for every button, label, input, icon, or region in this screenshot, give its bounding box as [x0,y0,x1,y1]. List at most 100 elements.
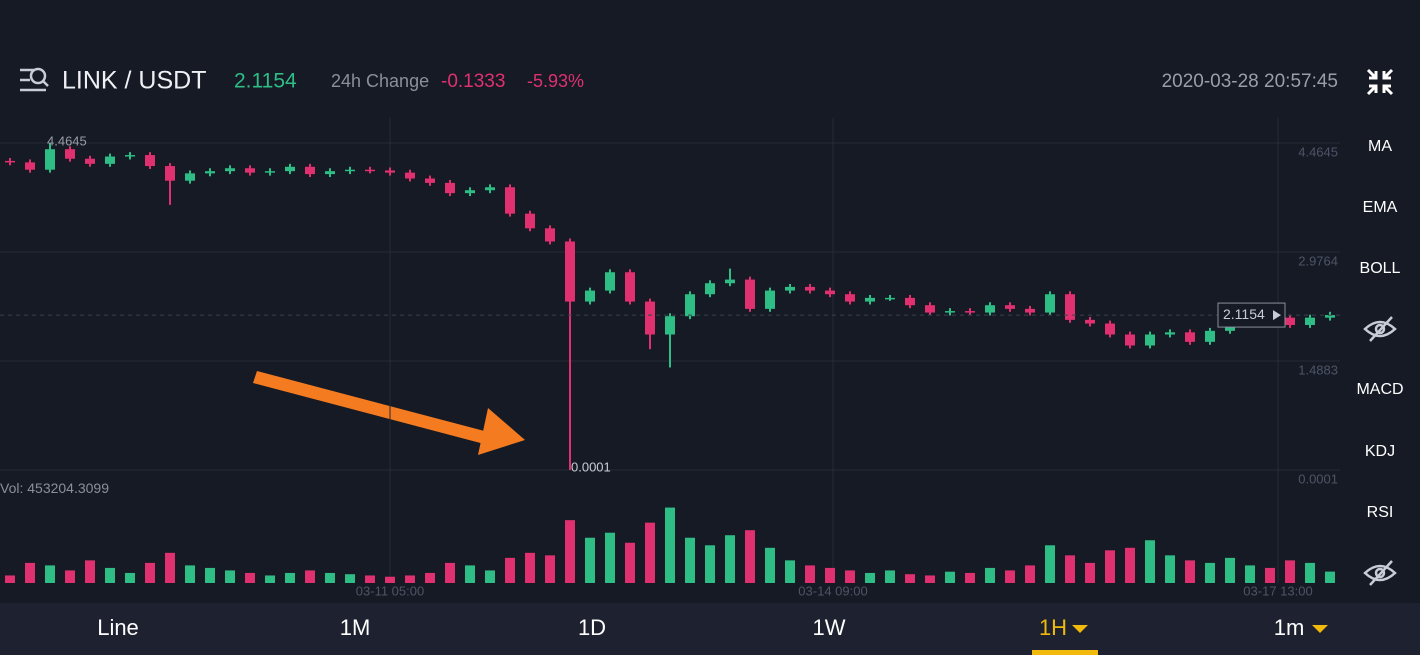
candle-body [545,228,555,242]
volume-bar [1305,562,1315,583]
volume-bar [205,567,215,583]
indicator-button[interactable]: MACD [1356,381,1403,398]
volume-bar [745,530,755,583]
candle-body [1005,305,1015,309]
interval-tab[interactable]: 1H [1039,615,1067,640]
candle-body [65,149,75,159]
change-pct: -5.93% [527,71,584,91]
volume-bar [1085,562,1095,583]
dropdown-arrow[interactable] [1312,625,1328,633]
candle-body [765,290,775,309]
volume-bar [1125,547,1135,583]
x-tick-label: 03-17 13:00 [1243,583,1312,598]
indicator-button[interactable]: EMA [1363,199,1398,216]
candle-body [225,168,235,172]
volume-bar [305,570,315,583]
candle-body [805,286,815,291]
candle-body [1185,332,1195,342]
eye-icon[interactable] [1363,316,1397,342]
collapse-icon[interactable] [1366,68,1394,96]
volume-bar [1005,570,1015,583]
interval-tab[interactable]: 1D [578,615,606,640]
candle-body [1145,334,1155,346]
y-tick-label: 2.9764 [1298,253,1338,268]
candle-body [205,171,215,174]
volume-bar [1265,567,1275,583]
x-tick-label: 03-11 05:00 [356,583,424,598]
candle-body [1125,334,1135,346]
interval-tab[interactable]: 1W [813,615,846,640]
candle-body [645,301,655,335]
indicator-button[interactable]: MA [1368,138,1392,155]
volume-bar [105,567,115,583]
volume-value: 453204.3099 [27,480,109,496]
interval-tab[interactable]: 1m [1274,615,1305,640]
volume-bar [1145,540,1155,583]
volume-bar [965,572,975,583]
volume-bar [245,572,255,583]
candle-body [625,272,635,302]
volume-bar [1165,555,1175,583]
candle-body [965,311,975,313]
volume-bar [5,575,15,583]
volume-label: Vol: 453204.3099 [0,480,109,496]
candle-body [165,166,175,181]
menu-icon[interactable] [20,67,49,92]
change-label: 24h Change [331,71,429,91]
candle-body [905,297,915,306]
candle-body [1285,317,1295,325]
volume-bar [625,542,635,583]
volume-bar [225,570,235,583]
candle-body [245,168,255,173]
candle-body [105,156,115,164]
interval-bar [0,603,1420,655]
volume-bar [925,575,935,583]
last-price: 2.1154 [234,70,297,93]
candle-body [1325,315,1335,318]
volume-bar [685,537,695,583]
volume-bar [485,570,495,583]
low-label: 0.0001 [571,459,611,474]
volume-bar [865,572,875,583]
volume-bar [525,552,535,583]
candle-body [505,187,515,214]
candle-body [145,155,155,167]
volume-bar [545,555,555,583]
pair[interactable]: LINK / USDT [62,67,206,95]
volume-bar [1205,562,1215,583]
candle-body [865,297,875,302]
timestamp: 2020-03-28 20:57:45 [1162,71,1338,92]
eye-icon[interactable] [1363,560,1397,586]
interval-tab[interactable]: Line [97,615,139,640]
candle-body [125,155,135,157]
volume-bar [125,572,135,583]
indicator-button[interactable]: KDJ [1365,443,1395,460]
interval-tab[interactable]: 1M [340,615,371,640]
candle-body [985,305,995,313]
indicator-button[interactable]: BOLL [1360,260,1401,277]
candle-body [525,213,535,229]
volume-bar [805,565,815,583]
price-box-arrow [1273,310,1281,321]
candle-body [665,316,675,335]
dropdown-arrow[interactable] [1072,625,1088,633]
volume-bar [785,560,795,583]
volume-bar [405,575,415,583]
volume-bar [885,570,895,583]
candle-body [385,170,395,173]
active-underline [1032,650,1098,655]
volume-bar [705,545,715,583]
volume-bar [425,572,435,583]
volume-bar [945,571,955,583]
candle-body [825,290,835,295]
high-label: 4.4645 [47,133,87,148]
indicator-button[interactable]: RSI [1367,504,1394,521]
volume-bar [905,574,915,583]
volume-bar [725,535,735,583]
volume-bar [345,574,355,583]
candle-body [85,158,95,164]
candle-body [425,178,435,183]
volume-bar [65,570,75,583]
candle-body [1305,317,1315,325]
